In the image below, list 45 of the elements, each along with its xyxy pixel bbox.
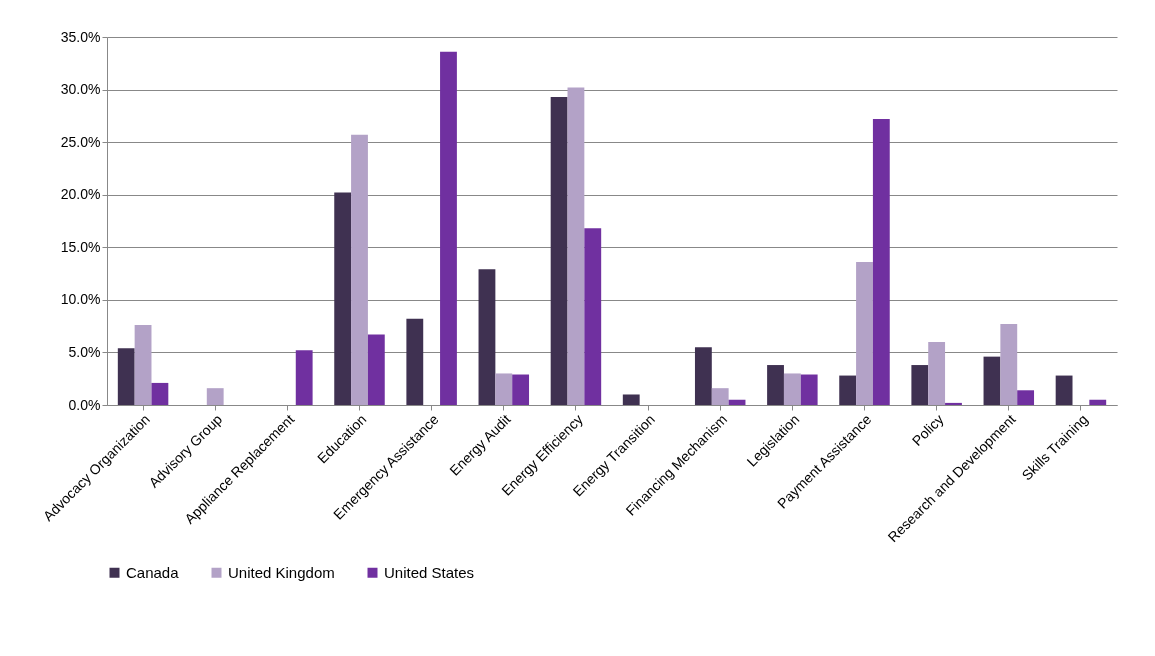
bar [151, 382, 169, 405]
bar [945, 402, 962, 405]
bar [1089, 399, 1107, 405]
bar [406, 318, 424, 405]
legend-label: United Kingdom [228, 563, 335, 581]
bar [1055, 375, 1073, 405]
y-tick-label: 25.0% [60, 133, 101, 150]
bar [117, 348, 135, 405]
y-tick-label: 10.0% [60, 291, 101, 308]
bar [134, 325, 152, 405]
bar [334, 192, 352, 405]
bar [567, 87, 585, 405]
bar [367, 334, 385, 405]
bar [206, 388, 224, 405]
bar [351, 134, 368, 405]
bar [440, 51, 457, 405]
y-tick-label: 0.0% [68, 396, 101, 413]
y-tick-label: 20.0% [60, 186, 101, 203]
y-tick-label: 15.0% [60, 238, 101, 255]
bar [1000, 324, 1018, 405]
bar [495, 373, 513, 405]
bar [295, 350, 313, 405]
bar [856, 262, 873, 405]
bar [928, 341, 946, 405]
bar [783, 373, 801, 405]
bar [728, 399, 746, 405]
bar [694, 347, 712, 405]
legend-label: United States [384, 563, 475, 581]
bar [622, 394, 640, 405]
bar [512, 374, 530, 405]
bar [550, 96, 568, 405]
bar [1017, 390, 1035, 405]
y-tick-label: 5.0% [68, 343, 101, 360]
bar [839, 375, 857, 405]
legend-label: Canada [126, 563, 180, 581]
bar [767, 365, 784, 405]
bar [983, 356, 1001, 405]
y-tick-label: 30.0% [60, 81, 101, 98]
bar [478, 269, 496, 405]
bar [911, 365, 929, 405]
bar [711, 388, 729, 405]
bar [584, 228, 602, 405]
y-tick-label: 35.0% [60, 28, 101, 45]
bar [800, 374, 818, 405]
bar [872, 119, 890, 405]
